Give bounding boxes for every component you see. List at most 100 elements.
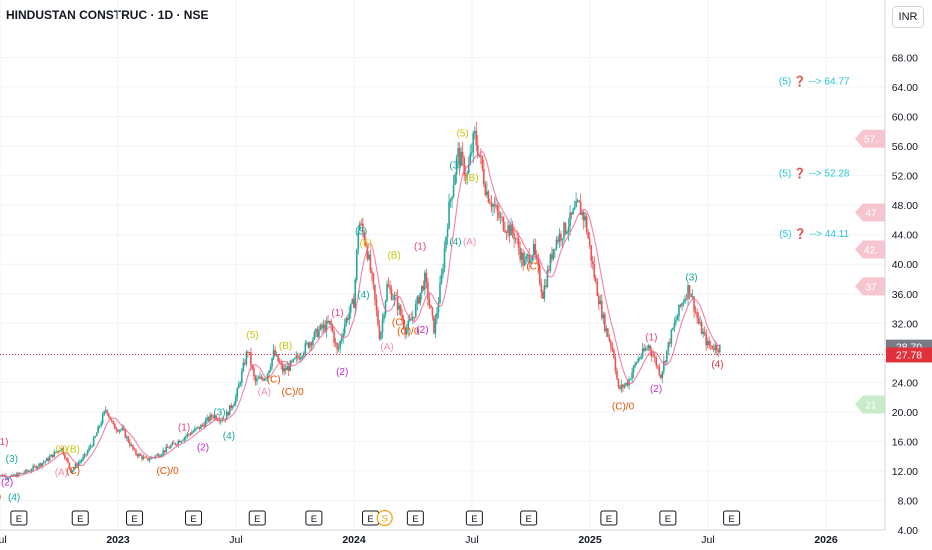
candle-body	[570, 212, 573, 215]
split-marker[interactable]	[376, 509, 393, 527]
candle-body	[157, 454, 160, 457]
price-tick-label: 52.00	[892, 171, 918, 183]
earnings-marker[interactable]	[659, 510, 677, 526]
wave-label: (C)/0	[282, 387, 305, 398]
candle-body	[566, 231, 568, 234]
candle-body	[623, 384, 626, 388]
candle-body	[141, 455, 143, 459]
candle-body	[543, 285, 546, 299]
candle-body	[405, 329, 408, 334]
earnings-marker[interactable]	[465, 510, 483, 526]
candle-body	[607, 328, 609, 338]
candle-body	[430, 305, 432, 309]
candle-body	[24, 469, 27, 473]
candle-body	[171, 442, 174, 446]
earnings-marker[interactable]	[10, 510, 28, 526]
candle-body	[360, 223, 363, 225]
candle-body	[95, 433, 98, 437]
wave-label: (2)	[197, 442, 209, 453]
candle-body	[67, 458, 69, 463]
candle-body	[576, 200, 579, 202]
candle-body	[652, 356, 655, 357]
candle-body	[362, 223, 364, 233]
candle-body	[283, 368, 285, 372]
candle-body	[169, 445, 172, 449]
candle-body	[714, 345, 717, 350]
candle-body	[365, 241, 367, 247]
earnings-marker[interactable]	[600, 510, 618, 526]
candle-body	[664, 361, 667, 362]
candle-body	[175, 444, 178, 446]
candle-body	[38, 463, 40, 467]
candle-body	[113, 423, 116, 430]
earnings-marker[interactable]	[406, 510, 424, 526]
earnings-marker[interactable]	[305, 510, 323, 526]
candle-body	[478, 155, 481, 156]
candle-body	[227, 411, 230, 416]
candle-body	[74, 464, 77, 468]
candle-body	[48, 456, 51, 461]
candle-body	[632, 366, 635, 373]
candle-body	[398, 305, 400, 310]
grid	[0, 0, 885, 531]
candle-body	[172, 442, 175, 444]
currency-button[interactable]: INR	[892, 6, 924, 28]
candle-body	[268, 370, 270, 374]
candle-body	[115, 429, 118, 431]
candle-body	[523, 259, 526, 266]
candle-body	[499, 216, 502, 218]
candle-body	[572, 209, 574, 215]
candle-body	[238, 384, 240, 389]
earnings-marker[interactable]	[71, 510, 89, 526]
candle-body	[260, 376, 263, 379]
earnings-marker[interactable]	[185, 510, 203, 526]
earnings-marker[interactable]	[126, 510, 144, 526]
candle-body	[392, 298, 394, 300]
candle-body	[89, 446, 92, 448]
candle-body	[150, 457, 152, 460]
candle-body	[514, 238, 517, 240]
candle-body	[11, 474, 13, 476]
earnings-marker[interactable]	[723, 510, 741, 526]
time-tick-label: Jul	[465, 534, 478, 546]
candle-body	[408, 319, 411, 321]
candle-body	[381, 319, 384, 333]
candle-body	[197, 426, 199, 428]
candle-body	[446, 228, 449, 238]
candle-body	[702, 331, 704, 334]
candle-body	[342, 333, 344, 338]
candle-body	[79, 461, 81, 463]
candle-body	[29, 471, 31, 472]
candle-body	[424, 272, 426, 290]
candle-body	[241, 371, 243, 383]
candle-body	[289, 361, 292, 371]
candle-body	[440, 274, 443, 284]
candle-body	[104, 410, 107, 412]
candle-body	[61, 447, 63, 451]
candle-body	[411, 316, 414, 320]
candle-body	[625, 382, 627, 385]
candle-body	[251, 365, 254, 369]
candle-body	[188, 433, 190, 435]
candle-body	[230, 405, 233, 409]
earnings-marker[interactable]	[248, 510, 266, 526]
candle-body	[631, 372, 633, 380]
candle-body	[100, 423, 102, 427]
candle-body	[186, 433, 189, 437]
earnings-marker[interactable]	[520, 510, 538, 526]
candle-body	[228, 405, 231, 416]
price-tag	[855, 203, 885, 222]
candle-body	[286, 366, 289, 371]
candle-body	[655, 357, 658, 366]
candle-body	[463, 157, 465, 176]
candle-body	[383, 314, 385, 320]
earnings-events[interactable]: E E E E E E E E E E E E ES	[10, 509, 741, 527]
candle-body	[464, 175, 467, 177]
candle-body	[620, 384, 623, 389]
candle-body	[254, 376, 257, 382]
candle-body	[496, 205, 499, 212]
candle-body	[348, 312, 351, 320]
candle-body	[218, 420, 220, 422]
